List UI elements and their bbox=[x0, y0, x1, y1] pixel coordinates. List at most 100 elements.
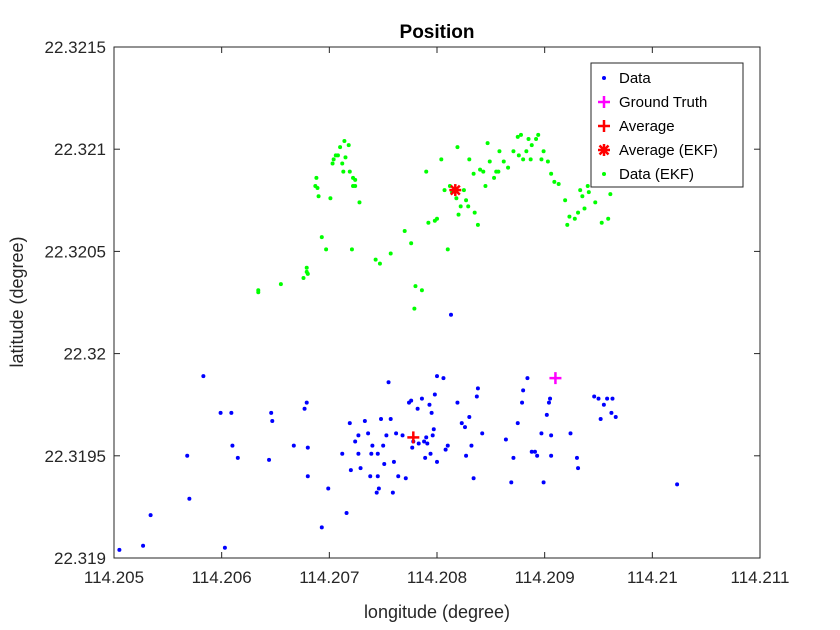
data-ekf-point bbox=[467, 157, 472, 162]
data-point bbox=[344, 511, 349, 516]
y-tick-label: 22.321 bbox=[54, 140, 106, 159]
data-ekf-point bbox=[413, 284, 418, 289]
data-point bbox=[443, 447, 448, 452]
data-point bbox=[340, 451, 345, 456]
data-ekf-point bbox=[377, 261, 382, 266]
data-point bbox=[368, 474, 373, 479]
data-point bbox=[596, 396, 601, 401]
legend-item-average-ekf: Average (EKF) bbox=[598, 142, 718, 159]
data-marks bbox=[117, 132, 680, 552]
data-point bbox=[235, 455, 240, 460]
data-ekf-point bbox=[388, 251, 393, 256]
x-axis-ticks: 114.205 114.206 114.207 114.208 114.209 114.2… bbox=[84, 47, 790, 587]
ground-truth-point bbox=[549, 372, 562, 385]
data-ekf-point bbox=[402, 228, 407, 233]
data-ekf-point bbox=[445, 247, 450, 252]
data-ekf-point bbox=[545, 159, 550, 164]
data-ekf-point bbox=[536, 132, 541, 137]
data-point bbox=[382, 461, 387, 466]
y-tick-label: 22.32 bbox=[63, 345, 106, 364]
data-point bbox=[394, 431, 399, 436]
series-ground-truth bbox=[549, 372, 562, 385]
legend-label-data-ekf: Data (EKF) bbox=[619, 166, 694, 183]
data-ekf-point bbox=[487, 159, 492, 164]
data-ekf-point bbox=[580, 194, 585, 199]
data-ekf-point bbox=[483, 183, 488, 188]
data-ekf-point bbox=[353, 183, 358, 188]
data-point bbox=[471, 476, 476, 481]
data-point bbox=[291, 443, 296, 448]
data-ekf-point bbox=[576, 210, 581, 215]
data-point bbox=[319, 525, 324, 530]
x-tick-label: 114.206 bbox=[192, 568, 252, 587]
average-ekf-point bbox=[449, 184, 462, 197]
data-point bbox=[388, 417, 393, 422]
data-point bbox=[379, 417, 384, 422]
average-point bbox=[407, 431, 420, 444]
data-ekf-point bbox=[585, 183, 590, 188]
data-point bbox=[356, 451, 361, 456]
data-ekf-point bbox=[524, 149, 529, 154]
y-tick-label: 22.3195 bbox=[45, 447, 106, 466]
data-point bbox=[464, 453, 469, 458]
data-ekf-point bbox=[301, 275, 306, 280]
data-point bbox=[370, 443, 375, 448]
data-point bbox=[539, 431, 544, 436]
data-point bbox=[424, 435, 429, 440]
data-point bbox=[376, 486, 381, 491]
data-ekf-point bbox=[563, 198, 568, 203]
data-ekf-point bbox=[496, 169, 501, 174]
data-point bbox=[520, 400, 525, 405]
data-ekf-point bbox=[347, 169, 352, 174]
data-ekf-point bbox=[478, 167, 483, 172]
data-ekf-point bbox=[357, 200, 362, 205]
data-point bbox=[117, 547, 122, 552]
data-point bbox=[302, 406, 307, 411]
data-ekf-point bbox=[328, 196, 333, 201]
data-point bbox=[541, 480, 546, 485]
data-point bbox=[431, 427, 436, 432]
legend-item-data: Data bbox=[602, 70, 651, 87]
data-point bbox=[544, 412, 549, 417]
data-point bbox=[610, 396, 615, 401]
data-ekf-point bbox=[353, 177, 358, 182]
legend-marker-average bbox=[598, 120, 610, 132]
data-ekf-point bbox=[539, 157, 544, 162]
data-point bbox=[427, 402, 432, 407]
data-point bbox=[548, 396, 553, 401]
legend-item-data-ekf: Data (EKF) bbox=[602, 166, 694, 183]
data-point bbox=[187, 496, 192, 501]
data-point bbox=[605, 396, 610, 401]
data-ekf-point bbox=[424, 169, 429, 174]
x-tick-label: 114.205 bbox=[84, 568, 144, 587]
data-ekf-point bbox=[472, 210, 477, 215]
data-point bbox=[375, 451, 380, 456]
data-point bbox=[474, 394, 479, 399]
data-ekf-point bbox=[461, 188, 466, 193]
data-ekf-point bbox=[501, 159, 506, 164]
data-ekf-point bbox=[304, 265, 309, 270]
series-data bbox=[117, 312, 680, 552]
data-point bbox=[535, 453, 540, 458]
data-point bbox=[435, 459, 439, 464]
data-point bbox=[441, 376, 446, 381]
data-point bbox=[353, 439, 358, 444]
data-point bbox=[356, 433, 361, 438]
x-tick-label: 114.211 bbox=[731, 568, 790, 587]
data-ekf-point bbox=[458, 204, 463, 209]
legend-box bbox=[590, 62, 744, 188]
legend-label-average: Average bbox=[619, 118, 675, 135]
data-point bbox=[141, 543, 146, 548]
data-point bbox=[475, 386, 480, 391]
data-ekf-point bbox=[466, 204, 471, 209]
data-point bbox=[509, 480, 514, 485]
data-ekf-point bbox=[456, 212, 461, 217]
data-point bbox=[532, 449, 537, 454]
data-ekf-point bbox=[412, 306, 417, 311]
data-ekf-point bbox=[278, 282, 283, 287]
data-ekf-point bbox=[492, 175, 497, 180]
data-ekf-point bbox=[331, 157, 336, 162]
data-ekf-point bbox=[464, 198, 469, 203]
data-ekf-point bbox=[608, 192, 613, 197]
data-ekf-point bbox=[549, 171, 554, 176]
